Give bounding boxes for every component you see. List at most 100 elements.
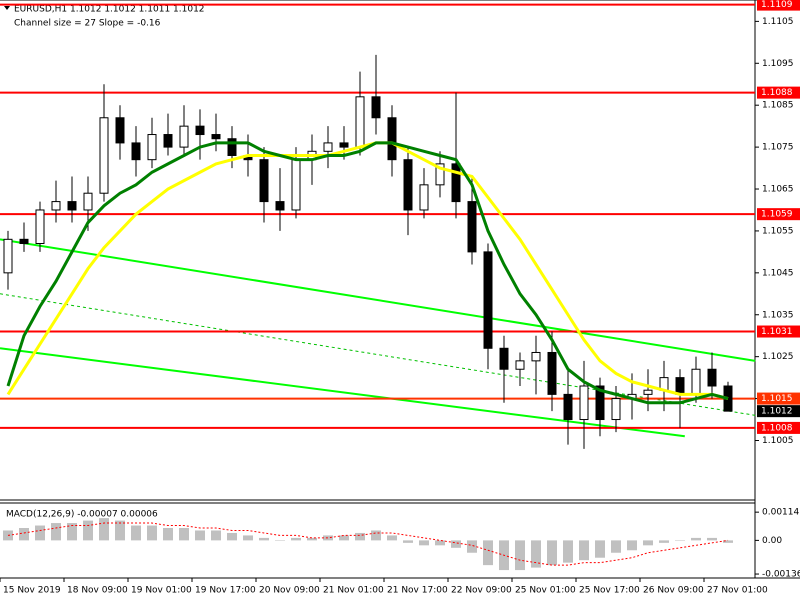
candle-body xyxy=(211,134,221,140)
histogram-bar xyxy=(259,537,269,541)
dropdown-icon xyxy=(4,6,10,10)
histogram-bar xyxy=(99,518,109,541)
level-label-box xyxy=(757,0,800,11)
histogram-bar xyxy=(83,520,93,541)
x-tick-label: 21 Nov 01:00 xyxy=(323,586,384,596)
histogram-bar xyxy=(515,540,525,571)
level-label-box xyxy=(757,208,800,221)
histogram-bar xyxy=(195,530,205,541)
moving-average xyxy=(6,141,729,401)
x-tick-label: 18 Nov 09:00 xyxy=(67,586,128,596)
candle-body xyxy=(83,192,93,211)
level-label: 1.1059 xyxy=(761,210,793,220)
histogram-bar xyxy=(595,540,605,558)
candle-body xyxy=(291,159,301,211)
x-tick-label: 26 Nov 09:00 xyxy=(643,586,704,596)
candle-body xyxy=(179,125,189,148)
histogram-bar xyxy=(35,525,45,541)
histogram-bar xyxy=(307,537,317,541)
histogram-bar xyxy=(51,523,61,541)
x-tick-label: 27 Nov 01:00 xyxy=(707,586,768,596)
y-tick-label: 1.1085 xyxy=(762,101,794,111)
histogram-bar xyxy=(723,540,733,543)
candle-body xyxy=(595,385,605,421)
histogram-bar xyxy=(115,520,125,541)
candle-body xyxy=(579,385,589,421)
candle-body xyxy=(643,389,653,395)
candle-body xyxy=(451,163,461,203)
candle-body xyxy=(323,142,333,152)
y-tick-label: 0.00 xyxy=(762,536,782,546)
histogram-bar xyxy=(435,540,445,546)
candle-body xyxy=(35,209,45,245)
candle-body xyxy=(355,96,365,148)
candle-body xyxy=(3,238,13,274)
histogram-bar xyxy=(67,523,77,541)
y-tick-label: -0.00136 xyxy=(762,570,800,580)
y-tick-label: 1.1075 xyxy=(762,143,794,153)
histogram-bar xyxy=(339,535,349,541)
histogram-bar xyxy=(243,535,253,541)
candle-body xyxy=(483,251,493,349)
y-tick-label: 0.00114 xyxy=(762,508,799,518)
y-tick-label: 1.1005 xyxy=(762,436,794,446)
histogram-bar xyxy=(547,540,557,566)
level-label: 1.1088 xyxy=(761,88,793,98)
candle-body xyxy=(115,117,125,144)
histogram-bar xyxy=(275,540,285,541)
candle-body xyxy=(19,238,29,245)
histogram-bar xyxy=(659,540,669,543)
candle-body xyxy=(419,184,429,211)
y-tick-label: 1.1105 xyxy=(762,17,794,27)
channel-line xyxy=(0,238,756,362)
level-label: 1.1031 xyxy=(761,327,793,337)
histogram-bar xyxy=(147,525,157,541)
histogram-bar xyxy=(531,540,541,568)
candle-body xyxy=(195,125,205,136)
candle-body xyxy=(531,351,541,362)
level-label-box xyxy=(757,86,800,99)
histogram-bar xyxy=(483,540,493,566)
candle-body xyxy=(691,368,701,395)
x-tick-label: 25 Nov 01:00 xyxy=(515,586,576,596)
candle-body xyxy=(387,117,397,161)
y-tick-label: 1.1035 xyxy=(762,310,794,320)
candle-body xyxy=(259,159,269,203)
candle-body xyxy=(675,377,685,395)
candle-body xyxy=(131,142,141,161)
signal-line xyxy=(7,522,729,566)
y-tick-label: 1.1025 xyxy=(762,352,794,362)
level-label: 1.1109 xyxy=(761,0,793,10)
histogram-bar xyxy=(579,540,589,561)
chart-title: EURUSD,H1 1.1012 1.1012 1.1011 1.1012 xyxy=(14,5,205,15)
x-tick-label: 19 Nov 01:00 xyxy=(131,586,192,596)
candle-body xyxy=(147,134,157,161)
histogram-bar xyxy=(371,530,381,541)
x-tick-label: 22 Nov 09:00 xyxy=(451,586,512,596)
candle-body xyxy=(435,163,445,186)
candle-body xyxy=(547,351,557,395)
candle-body xyxy=(515,360,525,370)
price-label-box xyxy=(757,405,800,418)
histogram-bar xyxy=(707,537,717,541)
histogram-bar xyxy=(131,525,141,541)
candle-body xyxy=(467,201,477,253)
histogram-bar xyxy=(19,528,29,541)
x-tick-label: 15 Nov 2019 xyxy=(3,586,61,596)
histogram-bar xyxy=(611,540,621,553)
candle-body xyxy=(707,368,717,387)
level-label-box xyxy=(757,325,800,338)
y-tick-label: 1.1095 xyxy=(762,59,794,69)
candle-body xyxy=(99,117,109,194)
histogram-bar xyxy=(163,528,173,541)
candle-body xyxy=(67,201,77,211)
candle-body xyxy=(51,201,61,211)
candle-body xyxy=(163,134,173,148)
indicator-title: MACD(12,26,9) -0.00007 0.00006 xyxy=(6,510,158,520)
moving-average xyxy=(6,141,729,405)
candle-body xyxy=(275,201,285,211)
histogram-bar xyxy=(675,540,685,541)
x-tick-label: 25 Nov 17:00 xyxy=(579,586,640,596)
histogram-bar xyxy=(643,540,653,546)
